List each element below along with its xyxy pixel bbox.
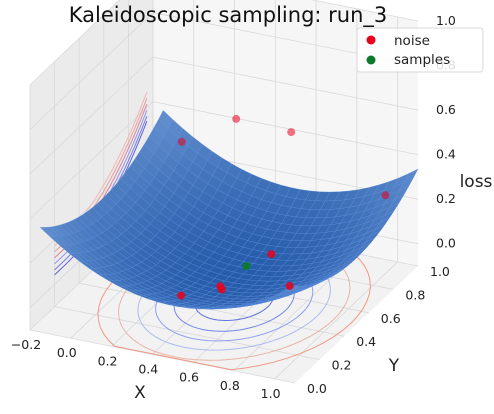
x-tick-label: 0.6 xyxy=(179,370,199,385)
grid-line xyxy=(79,282,345,337)
x-tick-label: 0.0 xyxy=(57,345,77,360)
x-tick-label: −0.2 xyxy=(11,337,41,352)
legend-label-samples: samples xyxy=(394,52,450,68)
y-tick-label: 0.8 xyxy=(405,287,425,302)
noise-point xyxy=(285,282,294,290)
noise-point xyxy=(177,137,186,146)
y-tick-label: 1.0 xyxy=(430,264,450,279)
y-tick-label: 0.0 xyxy=(307,381,327,396)
z-tick-label: 0.2 xyxy=(436,191,456,206)
z-tick-label: 1.0 xyxy=(436,13,456,28)
x-tick-label: 0.2 xyxy=(98,353,118,368)
grid-line xyxy=(29,56,154,175)
x-tick-label: 1.0 xyxy=(261,386,281,401)
y-tick-label: 0.6 xyxy=(381,311,401,326)
grid-line xyxy=(310,0,419,22)
noise-point xyxy=(381,191,390,200)
grid-line xyxy=(29,329,296,384)
left-wall-pane xyxy=(30,0,153,330)
samples-point xyxy=(242,262,251,271)
grid-line xyxy=(29,101,154,219)
legend-label-noise: noise xyxy=(394,33,430,49)
x-tick-label: 0.8 xyxy=(220,378,240,393)
legend-marker-samples xyxy=(366,55,376,65)
x-axis-label: X xyxy=(134,383,146,403)
grid-line xyxy=(274,261,398,380)
noise-point xyxy=(267,250,276,259)
grid-line xyxy=(29,0,120,86)
y-tick-label: 0.4 xyxy=(356,334,376,349)
scatter-points xyxy=(177,114,390,300)
noise-point xyxy=(232,114,241,123)
z-tick-label: 0.4 xyxy=(436,147,456,162)
y-axis-label: Y xyxy=(388,356,400,376)
loss-surface xyxy=(39,109,419,310)
z-tick-label: 0.0 xyxy=(436,236,456,251)
y-tick-label: 0.2 xyxy=(332,358,352,373)
noise-point xyxy=(177,291,186,300)
grid-line xyxy=(152,101,419,156)
noise-point xyxy=(287,128,296,137)
legend-marker-noise xyxy=(366,35,376,45)
noise-point xyxy=(216,282,225,291)
legend-frame xyxy=(356,27,484,73)
x-tick-label: 0.4 xyxy=(138,361,158,376)
grid-line xyxy=(29,12,154,130)
chart-title: Kaleidoscopic sampling: run_3 xyxy=(69,3,388,28)
grid-line xyxy=(152,56,419,111)
z-axis-label: loss xyxy=(460,172,493,192)
legend: noise samples xyxy=(356,27,484,73)
z-tick-label: 0.6 xyxy=(436,102,456,117)
